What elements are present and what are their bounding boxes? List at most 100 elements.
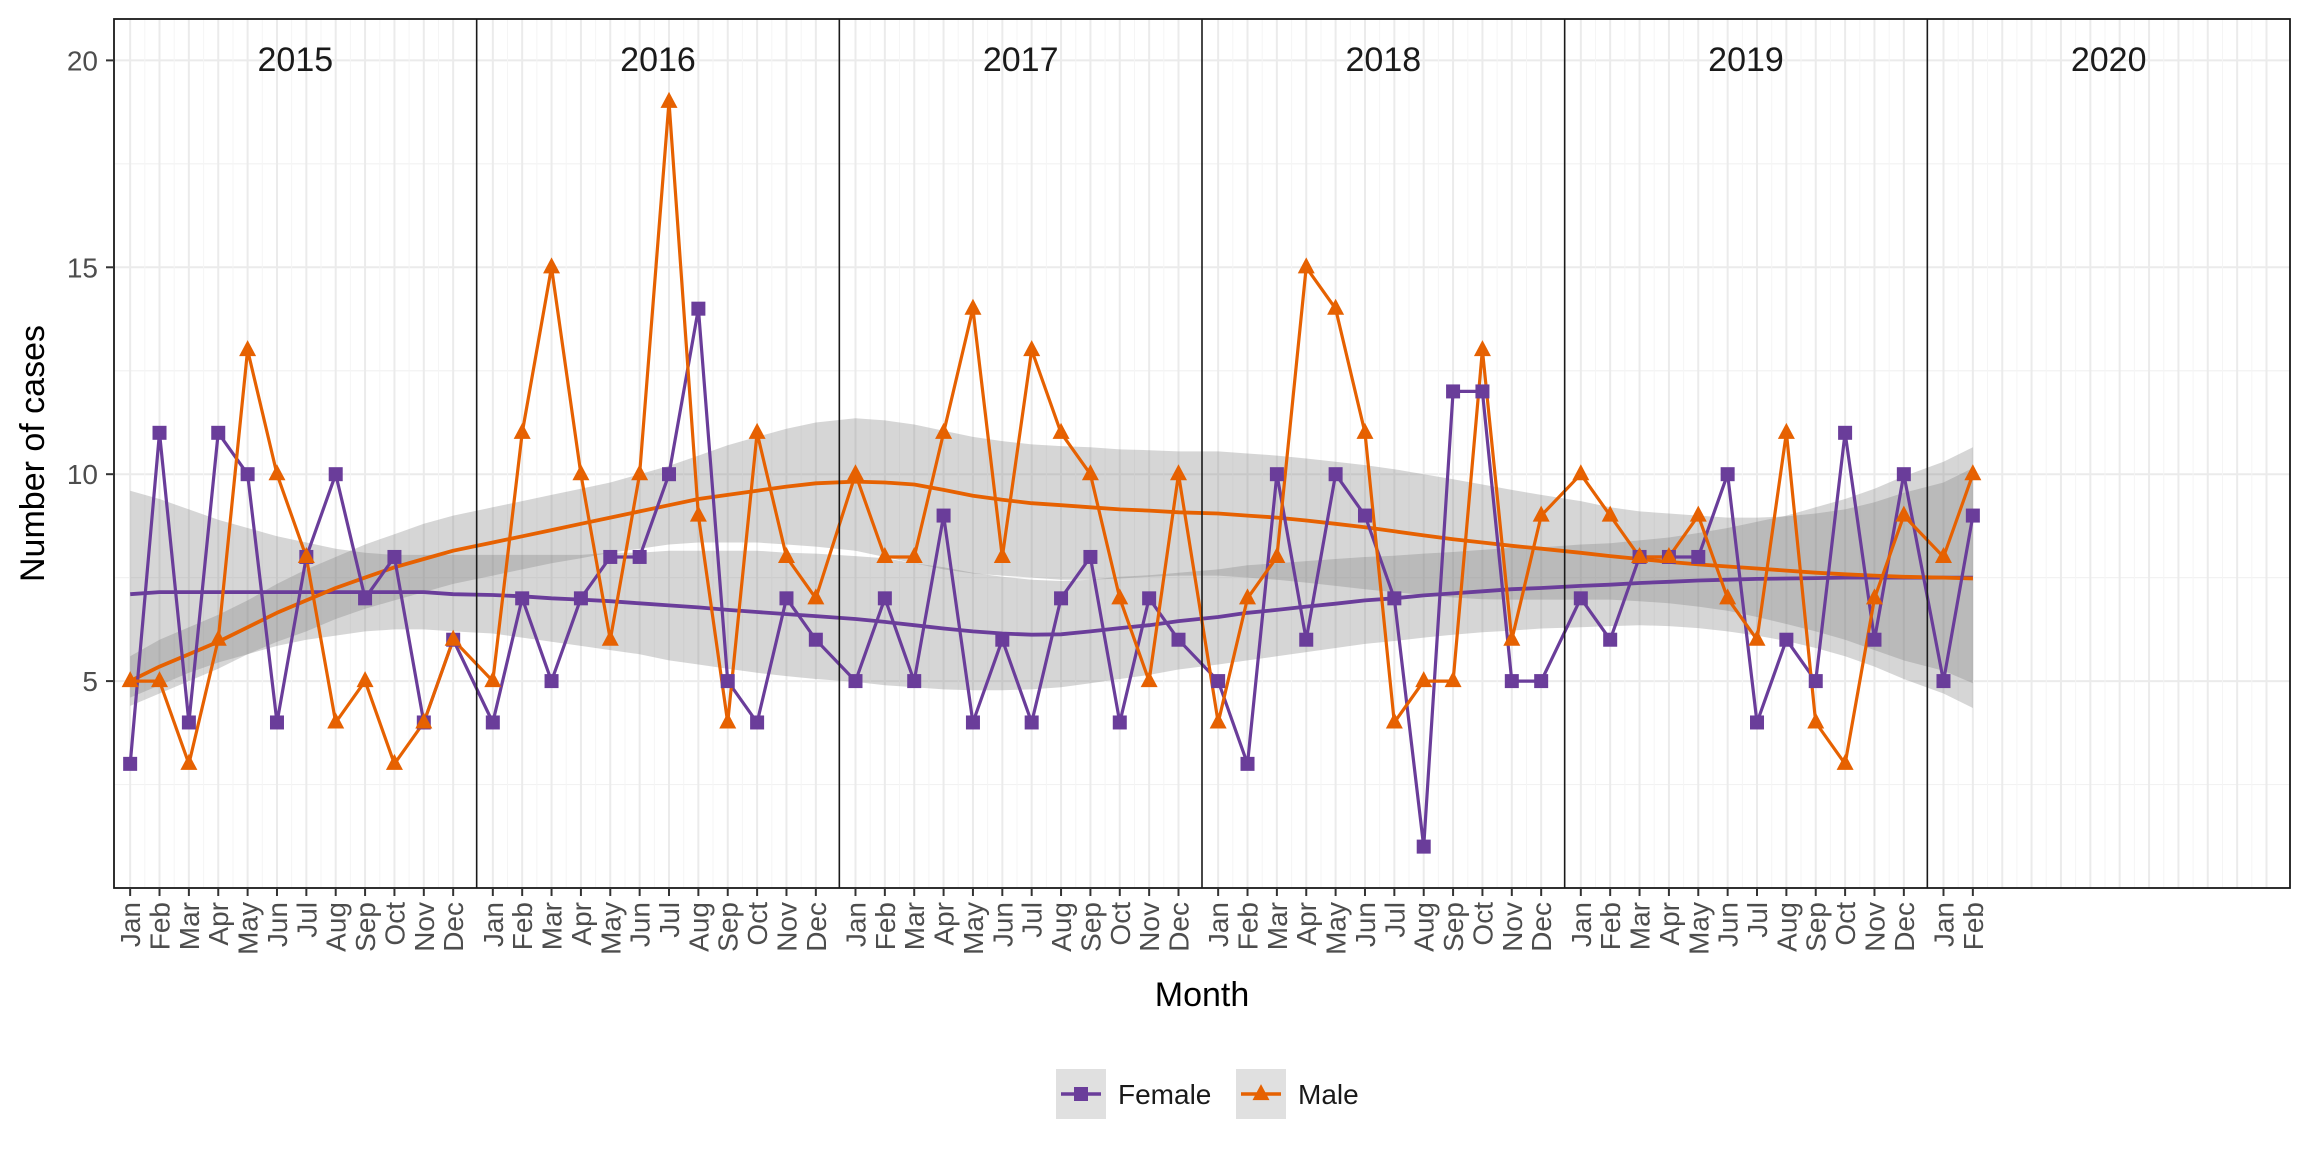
data-point-male (1356, 422, 1374, 439)
x-tick-label: Feb (1595, 902, 1626, 950)
data-point-female (1142, 591, 1157, 606)
data-point-female (1083, 549, 1098, 564)
data-point-male (1503, 629, 1521, 646)
data-point-male (297, 547, 315, 564)
data-point-female (1024, 715, 1039, 730)
data-point-female (1054, 591, 1069, 606)
data-point-female (1387, 591, 1402, 606)
series-points (121, 91, 1982, 854)
confidence-band-female (130, 447, 1973, 708)
x-tick-label: Jun (625, 902, 656, 947)
data-point-female (1965, 508, 1980, 523)
x-axis-title: Month (1155, 976, 1250, 1014)
data-point-female (750, 715, 765, 730)
data-point-female (1720, 467, 1735, 482)
data-point-male (1140, 671, 1158, 688)
data-point-male (1865, 588, 1883, 605)
data-point-male (1807, 712, 1825, 729)
data-point-male (356, 671, 374, 688)
data-point-male (1689, 505, 1707, 522)
x-tick-label: Jul (1742, 902, 1773, 938)
data-point-female (603, 549, 618, 564)
data-point-female (1838, 425, 1853, 440)
x-tick-label: Mar (537, 902, 568, 950)
x-tick-label: Sep (1075, 902, 1106, 952)
data-point-male (1934, 547, 1952, 564)
data-point-female (181, 715, 196, 730)
data-point-male (1239, 588, 1257, 605)
data-point-male (1748, 629, 1766, 646)
data-point-female (1534, 674, 1549, 689)
x-tick-label: Dec (801, 902, 832, 952)
data-point-male (327, 712, 345, 729)
data-point-male (719, 712, 737, 729)
data-point-female (936, 508, 951, 523)
x-tick-label: Feb (870, 902, 901, 950)
data-point-male (876, 547, 894, 564)
data-point-female (1211, 674, 1226, 689)
data-point-female (1269, 467, 1284, 482)
data-point-male (964, 298, 982, 315)
data-point-male (993, 547, 1011, 564)
data-point-male (777, 547, 795, 564)
x-tick-label: Jun (1713, 902, 1744, 947)
data-point-female (1603, 632, 1618, 647)
x-tick-label: Feb (507, 902, 538, 950)
legend-key-marker (1074, 1087, 1088, 1101)
data-point-male (444, 629, 462, 646)
data-point-female (1750, 715, 1765, 730)
x-tick-label: Jul (291, 902, 322, 938)
x-tick-label: Mar (174, 902, 205, 950)
data-point-female (1779, 632, 1794, 647)
data-point-female (485, 715, 500, 730)
trend-line-female (130, 575, 1973, 637)
data-point-male (1327, 298, 1345, 315)
data-point-female (1896, 467, 1911, 482)
x-tick-label: Jul (654, 902, 685, 938)
x-tick-label: Feb (145, 902, 176, 950)
data-point-male (1473, 340, 1491, 357)
x-tick-label: Nov (409, 902, 440, 952)
x-tick-label: Jan (1203, 902, 1234, 947)
x-tick-label: Sep (350, 902, 381, 952)
x-tick-label: Mar (1262, 902, 1293, 950)
data-point-female (573, 591, 588, 606)
data-point-female (1112, 715, 1127, 730)
data-point-male (1895, 505, 1913, 522)
x-tick-label: Jun (1350, 902, 1381, 947)
x-tick-label: Apr (566, 902, 597, 946)
data-point-female (240, 467, 255, 482)
data-point-male (572, 464, 590, 481)
data-point-male (601, 629, 619, 646)
data-point-male (935, 422, 953, 439)
x-tick-label: May (1321, 902, 1352, 955)
x-tick-label: Dec (1526, 902, 1557, 952)
data-point-female (877, 591, 892, 606)
data-point-male (1415, 671, 1433, 688)
data-point-female (662, 467, 677, 482)
data-point-male (513, 422, 531, 439)
data-point-female (211, 425, 226, 440)
x-tick-label: Oct (1105, 902, 1136, 946)
y-tick-label: 15 (67, 252, 98, 283)
legend-label-male: Male (1298, 1079, 1359, 1110)
x-tick-label: Dec (438, 902, 469, 952)
data-point-male (807, 588, 825, 605)
x-tick-label: Aug (1046, 902, 1077, 952)
data-point-male (1081, 464, 1099, 481)
x-tick-label: Apr (929, 902, 960, 946)
x-tick-label: May (233, 902, 264, 955)
data-point-male (180, 753, 198, 770)
data-point-female (269, 715, 284, 730)
data-point-female (1416, 839, 1431, 854)
data-point-male (1170, 464, 1188, 481)
year-label: 2019 (1708, 41, 1784, 79)
x-tick-label: Jan (115, 902, 146, 947)
data-point-female (1240, 756, 1255, 771)
data-point-male (1209, 712, 1227, 729)
x-tick-label: May (595, 902, 626, 955)
data-point-male (1719, 588, 1737, 605)
data-point-male (905, 547, 923, 564)
